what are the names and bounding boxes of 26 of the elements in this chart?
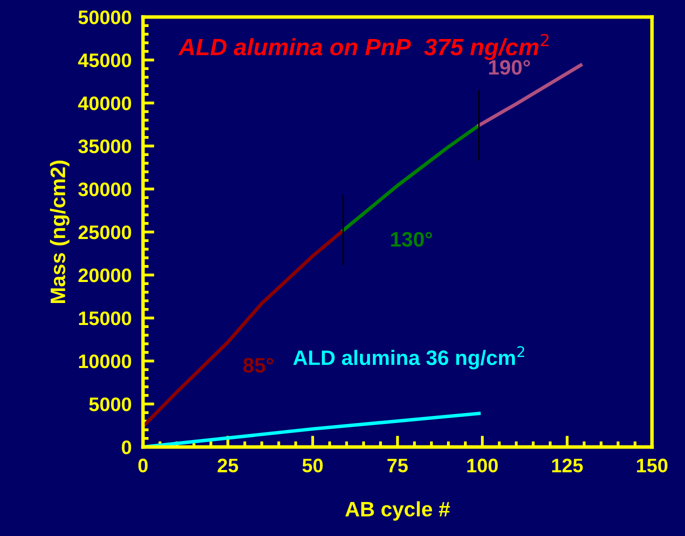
y-tick-label: 30000 <box>78 182 132 196</box>
x-tick-label: 125 <box>552 458 583 472</box>
series-label: 190° <box>489 60 530 75</box>
y-tick-label: 10000 <box>79 354 132 368</box>
x-tick-label: 50 <box>302 458 323 472</box>
y-axis-title: Mass (ng/cm2) <box>50 160 70 303</box>
y-tick-label: 45000 <box>78 53 132 68</box>
annotation: ALD alumina on PnP 375 ng/cm$^{2}$ <box>178 34 549 60</box>
x-tick-label: 150 <box>637 458 668 472</box>
x-tick-label: 0 <box>138 458 148 472</box>
series-label: 85° <box>243 358 274 373</box>
y-tick-label: 20000 <box>78 268 132 282</box>
x-tick-label: 25 <box>218 458 238 472</box>
x-tick-label: 100 <box>467 458 498 472</box>
y-tick-label: 15000 <box>79 311 132 326</box>
series-label: 130° <box>391 232 432 247</box>
y-tick-label: 0 <box>122 440 132 454</box>
y-tick-label: 40000 <box>78 96 132 110</box>
x-axis-title: AB cycle # <box>345 501 450 521</box>
y-tick-label: 5000 <box>89 397 132 412</box>
text: ALD alumina 36 ng/cm$^{2}$ <box>293 346 524 370</box>
x-tick-label: 75 <box>388 458 408 472</box>
y-tick-label: 50000 <box>78 10 132 24</box>
line-series <box>341 124 481 232</box>
y-tick-label: 35000 <box>78 139 132 154</box>
y-tick-label: 25000 <box>78 225 132 240</box>
